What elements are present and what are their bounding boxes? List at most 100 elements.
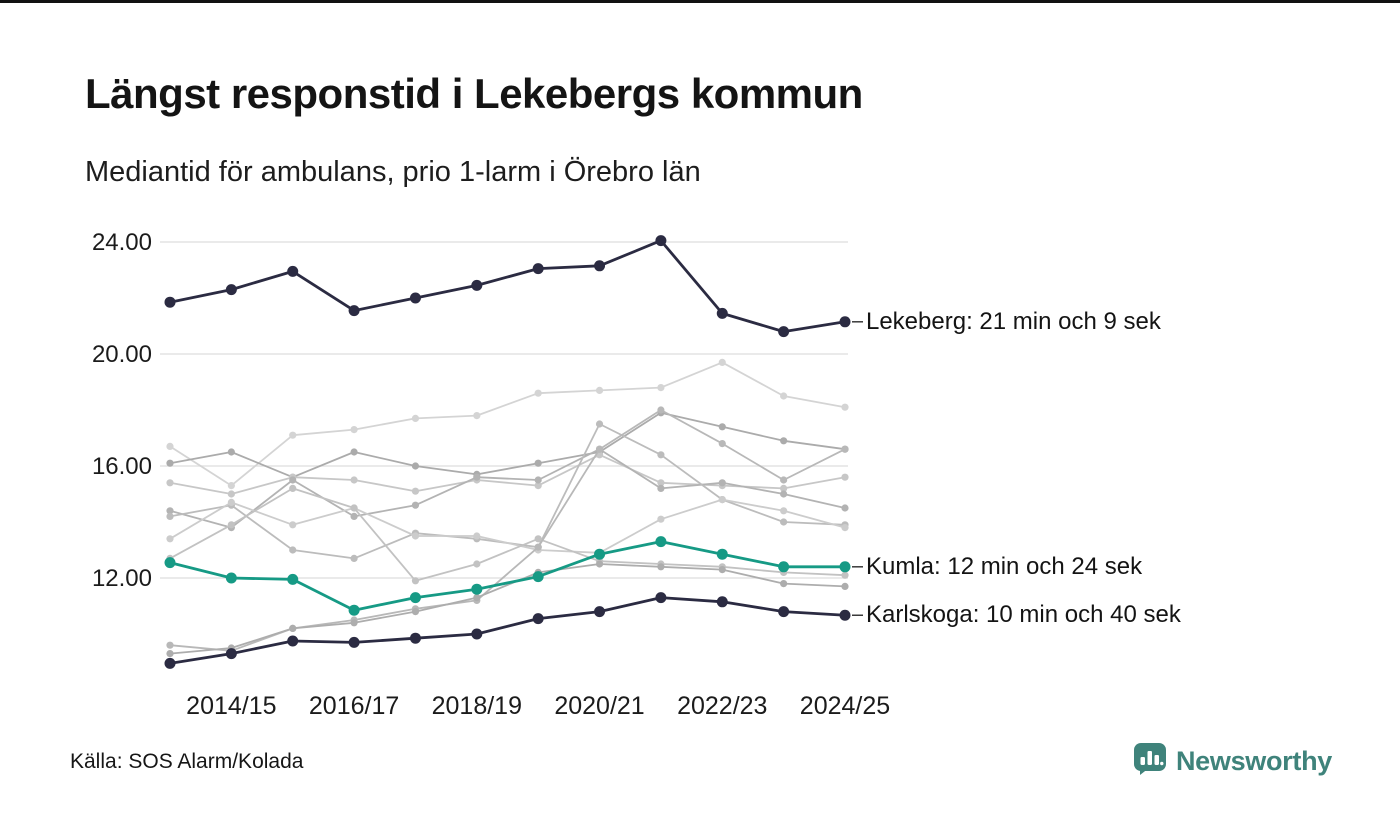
data-point-other-8 — [595, 445, 604, 453]
data-point-other-9 — [166, 650, 174, 658]
data-point-Kumla — [164, 557, 176, 569]
data-point-other-9 — [657, 563, 665, 571]
series-label-kumla: Kumla: 12 min och 24 sek — [865, 552, 1143, 580]
chart-subtitle: Mediantid för ambulans, prio 1-larm i Ör… — [85, 156, 701, 188]
data-point-Kumla — [225, 572, 237, 584]
data-point-other-3 — [534, 482, 542, 490]
data-point-Lekeberg — [716, 307, 728, 319]
series-line-other-9 — [169, 563, 846, 655]
x-tick-label: 2022/23 — [677, 692, 767, 720]
series-line-other-5 — [169, 423, 846, 560]
series-line-Kumla — [169, 540, 845, 612]
data-point-other-7 — [411, 577, 420, 585]
data-point-other-1 — [595, 386, 604, 394]
data-point-other-4 — [473, 473, 481, 481]
data-point-other-1 — [166, 442, 174, 450]
data-point-other-1 — [411, 414, 420, 422]
data-point-Karlskoga — [287, 635, 299, 647]
data-point-other-5 — [166, 512, 174, 521]
data-point-Karlskoga — [225, 648, 237, 660]
data-point-Karlskoga — [471, 628, 483, 640]
data-point-other-6 — [166, 535, 174, 543]
data-point-Karlskoga — [532, 613, 544, 625]
data-point-other-4 — [411, 501, 420, 509]
data-point-other-9 — [411, 608, 420, 616]
brand-name: Newsworthy — [1175, 746, 1332, 776]
series-line-other-8 — [169, 409, 846, 652]
data-point-Kumla — [287, 573, 299, 585]
data-point-other-2 — [780, 437, 788, 445]
data-point-Lekeberg — [225, 284, 237, 296]
data-point-Karlskoga — [164, 657, 176, 669]
data-point-Kumla — [348, 604, 360, 616]
data-point-other-6 — [657, 515, 665, 523]
data-point-other-2 — [166, 459, 174, 467]
series-line-other-6 — [169, 498, 846, 554]
data-point-other-2 — [227, 448, 235, 456]
series-label-karlskoga: Karlskoga: 10 min och 40 sek — [865, 601, 1181, 629]
data-point-other-9 — [780, 580, 788, 588]
y-tick-label: 24.00 — [92, 229, 152, 256]
series-line-other-1 — [169, 361, 846, 487]
data-point-Karlskoga — [839, 609, 851, 621]
data-point-other-1 — [473, 412, 481, 420]
data-point-other-5 — [780, 518, 788, 526]
series-line-other-7 — [169, 487, 846, 582]
source-note: Källa: SOS Alarm/Kolada — [70, 750, 304, 773]
data-point-other-9 — [841, 582, 849, 591]
series-line-Lekeberg — [169, 239, 846, 334]
data-point-Kumla — [778, 561, 790, 573]
data-point-other-9 — [350, 619, 358, 627]
data-point-Lekeberg — [348, 305, 360, 317]
data-point-other-4 — [534, 476, 542, 484]
data-point-other-4 — [166, 507, 174, 515]
data-point-other-8 — [166, 641, 174, 649]
y-tick-label: 20.00 — [92, 341, 152, 368]
data-point-other-4 — [780, 490, 788, 498]
data-point-other-3 — [227, 490, 235, 498]
data-point-Lekeberg — [778, 326, 790, 338]
data-point-other-7 — [227, 521, 235, 529]
data-point-other-6 — [227, 498, 235, 506]
data-point-other-3 — [657, 479, 665, 487]
data-point-other-1 — [841, 403, 849, 411]
series-line-other-3 — [169, 453, 846, 495]
data-point-other-7 — [534, 535, 542, 543]
data-point-other-1 — [534, 389, 542, 397]
data-point-other-1 — [657, 384, 665, 392]
data-point-other-9 — [718, 566, 726, 574]
data-point-other-5 — [350, 554, 358, 563]
data-point-other-4 — [657, 484, 665, 492]
data-point-other-9 — [595, 560, 604, 568]
data-point-other-3 — [411, 487, 420, 495]
data-point-other-2 — [411, 462, 420, 470]
page-title: Längst responstid i Lekebergs kommun — [85, 70, 863, 117]
data-point-Lekeberg — [164, 296, 176, 308]
data-point-Karlskoga — [409, 632, 421, 644]
x-tick-label: 2018/19 — [432, 692, 522, 720]
series-line-Karlskoga — [169, 596, 846, 665]
data-point-other-4 — [718, 479, 726, 487]
data-point-Kumla — [409, 592, 421, 604]
data-point-other-9 — [289, 624, 297, 633]
x-tick-label: 2020/21 — [554, 692, 644, 720]
data-point-other-7 — [841, 571, 849, 579]
data-point-other-6 — [780, 507, 788, 515]
data-point-other-6 — [411, 532, 420, 540]
data-point-other-3 — [350, 476, 358, 484]
data-point-other-6 — [718, 496, 726, 504]
y-tick-label: 12.00 — [92, 565, 152, 592]
data-point-Karlskoga — [716, 596, 728, 608]
data-point-other-8 — [534, 543, 542, 551]
brand-logo: Newsworthy — [1133, 742, 1332, 781]
series-line-other-2 — [169, 411, 846, 479]
series-label-lekeberg: Lekeberg: 21 min och 9 sek — [865, 307, 1161, 335]
data-point-other-8 — [718, 440, 726, 448]
data-point-Lekeberg — [471, 279, 483, 291]
data-point-other-1 — [227, 482, 235, 490]
data-point-other-1 — [289, 431, 297, 439]
data-point-Kumla — [594, 548, 606, 560]
data-point-other-2 — [350, 448, 358, 456]
data-point-other-1 — [718, 358, 726, 366]
